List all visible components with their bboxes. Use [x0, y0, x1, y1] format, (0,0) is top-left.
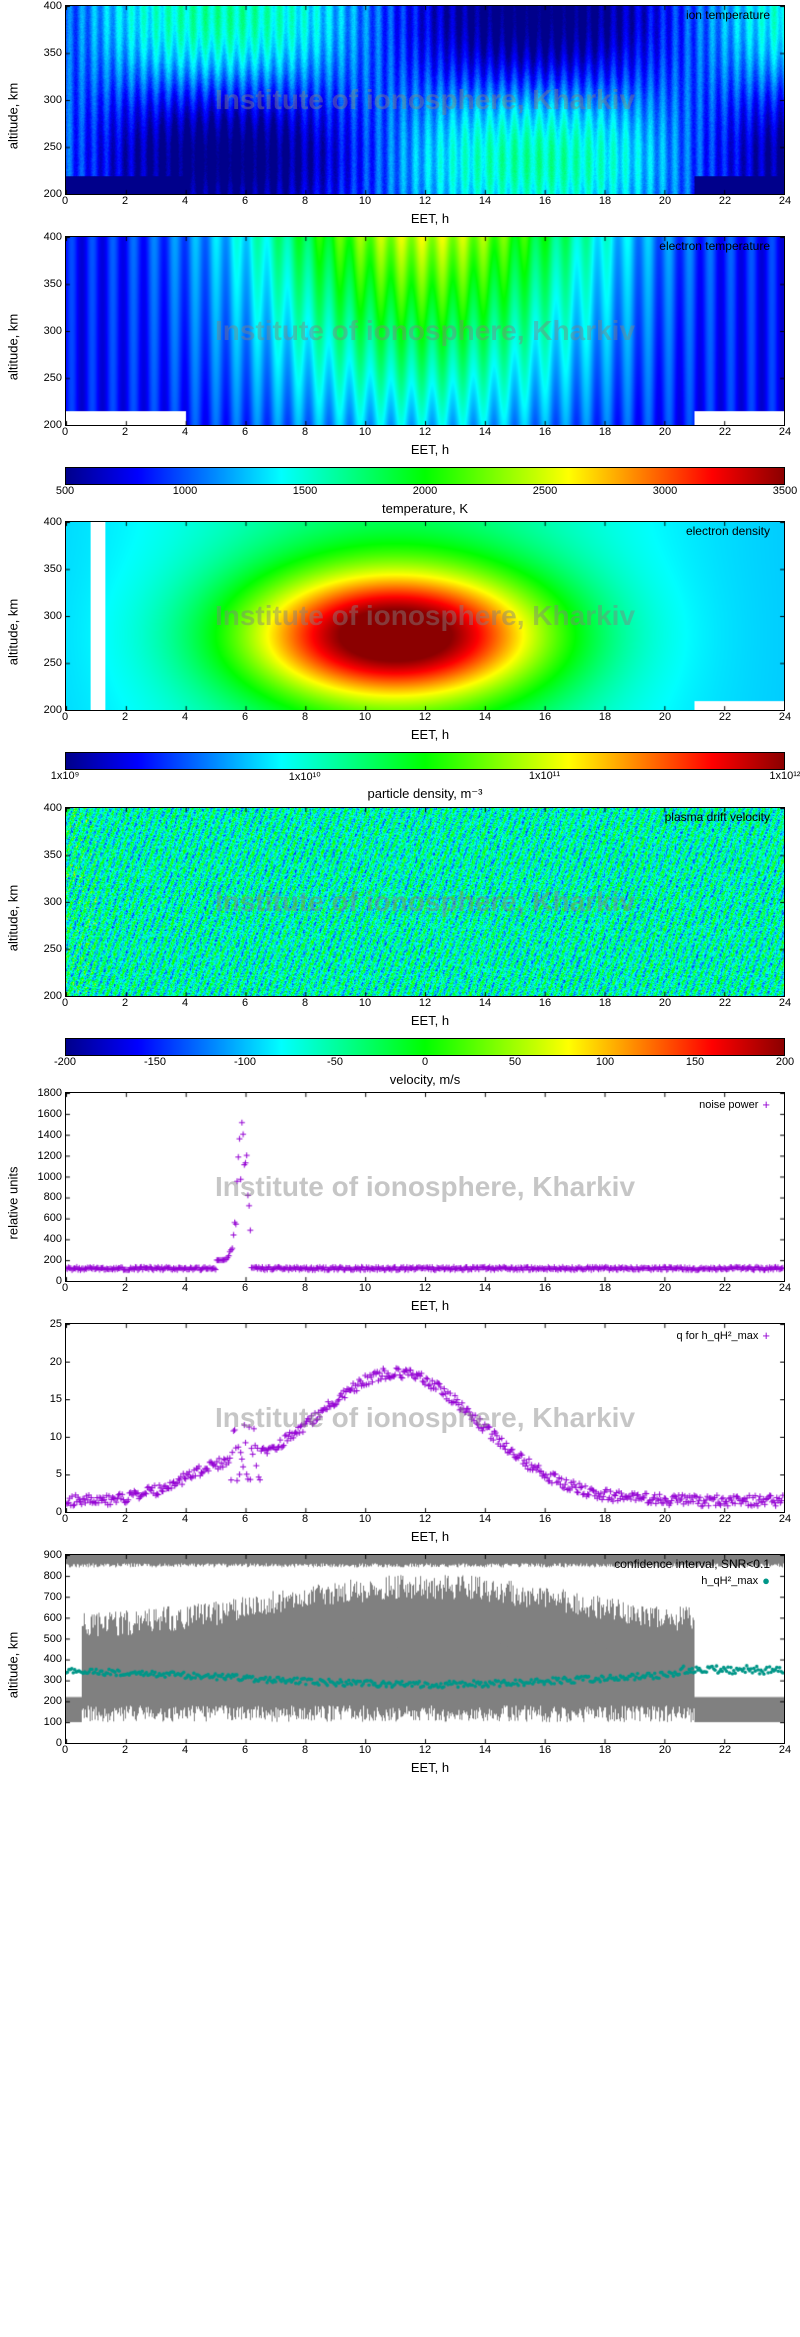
- colorbar-label: particle density, m⁻³: [65, 786, 785, 802]
- x-ticks: 024681012141618202224: [65, 195, 785, 209]
- drift-velocity-canvas: [66, 808, 784, 996]
- noise-power-plot: noise power + Institute of ionosphere, K…: [65, 1092, 785, 1282]
- dot-icon: ●: [762, 1573, 770, 1588]
- velocity-colorbar: -200-150-100-50050100150200 velocity, m/…: [65, 1038, 785, 1087]
- electron-temperature-plot: electron temperature Institute of ionosp…: [65, 236, 785, 426]
- drift-velocity-panel: altitude, km plasma drift velocity Insti…: [5, 807, 795, 1028]
- x-ticks: 024681012141618202224: [65, 997, 785, 1011]
- legend-label: noise power: [699, 1099, 758, 1111]
- electron-density-plot: electron density Institute of ionosphere…: [65, 521, 785, 711]
- x-ticks: 024681012141618202224: [65, 1282, 785, 1296]
- confidence-panel: altitude, km confidence interval, SNR<0.…: [5, 1554, 795, 1775]
- x-ticks: 024681012141618202224: [65, 1513, 785, 1527]
- x-axis-label: EET, h: [65, 1298, 795, 1313]
- x-ticks: 024681012141618202224: [65, 1744, 785, 1758]
- colorbar-ticks: -200-150-100-50050100150200: [65, 1056, 785, 1070]
- density-colorbar: 1x10⁹1x10¹⁰1x10¹¹1x10¹² particle density…: [65, 752, 785, 802]
- plus-icon: +: [762, 1328, 770, 1343]
- noise-power-panel: relative units noise power + Institute o…: [5, 1092, 795, 1313]
- legend: h_qH²_max ●: [701, 1573, 770, 1588]
- panel-title: ion temperature: [686, 8, 770, 22]
- y-ticks: 0510152025: [44, 1324, 64, 1512]
- electron-temperature-panel: altitude, km electron temperature Instit…: [5, 236, 795, 457]
- noise-power-canvas: [66, 1093, 784, 1281]
- legend-label: q for h_qH²_max: [676, 1330, 758, 1342]
- q-parameter-panel: q for h_qH²_max + Institute of ionospher…: [5, 1323, 795, 1544]
- panel-title: confidence interval, SNR<0.1: [614, 1557, 770, 1571]
- y-axis-label: altitude, km: [6, 1631, 21, 1697]
- y-axis-label: altitude, km: [6, 82, 21, 148]
- colorbar-gradient: [65, 467, 785, 485]
- y-ticks: 020040060080010001200140016001800: [44, 1093, 64, 1281]
- x-ticks: 024681012141618202224: [65, 426, 785, 440]
- figure-container: altitude, km ion temperature Institute o…: [0, 0, 800, 1790]
- legend: q for h_qH²_max +: [676, 1328, 770, 1343]
- panel-title: electron density: [686, 524, 770, 538]
- y-ticks: 0100200300400500600700800900: [44, 1555, 64, 1743]
- plus-icon: +: [762, 1097, 770, 1112]
- y-axis-label: altitude, km: [6, 884, 21, 950]
- x-axis-label: EET, h: [65, 1013, 795, 1028]
- legend-label: h_qH²_max: [701, 1575, 758, 1587]
- legend: noise power +: [699, 1097, 770, 1112]
- colorbar-gradient: [65, 752, 785, 770]
- temperature-colorbar: 500100015002000250030003500 temperature,…: [65, 467, 785, 516]
- y-ticks: 200250300350400: [44, 237, 64, 425]
- y-axis-label: altitude, km: [6, 313, 21, 379]
- x-ticks: 024681012141618202224: [65, 711, 785, 725]
- colorbar-gradient: [65, 1038, 785, 1056]
- confidence-canvas: [66, 1555, 784, 1743]
- colorbar-ticks: 1x10⁹1x10¹⁰1x10¹¹1x10¹²: [65, 770, 785, 784]
- ion-temperature-plot: ion temperature Institute of ionosphere,…: [65, 5, 785, 195]
- y-ticks: 200250300350400: [44, 808, 64, 996]
- q-parameter-canvas: [66, 1324, 784, 1512]
- electron-density-panel: altitude, km electron density Institute …: [5, 521, 795, 742]
- ion-temperature-canvas: [66, 6, 784, 194]
- colorbar-label: velocity, m/s: [65, 1072, 785, 1087]
- y-axis-label: altitude, km: [6, 598, 21, 664]
- y-axis-label: relative units: [6, 1166, 21, 1239]
- colorbar-ticks: 500100015002000250030003500: [65, 485, 785, 499]
- electron-density-canvas: [66, 522, 784, 710]
- electron-temperature-canvas: [66, 237, 784, 425]
- colorbar-label: temperature, K: [65, 501, 785, 516]
- x-axis-label: EET, h: [65, 442, 795, 457]
- y-ticks: 200250300350400: [44, 6, 64, 194]
- y-ticks: 200250300350400: [44, 522, 64, 710]
- panel-title: electron temperature: [659, 239, 770, 253]
- confidence-plot: confidence interval, SNR<0.1 h_qH²_max ●…: [65, 1554, 785, 1744]
- x-axis-label: EET, h: [65, 1760, 795, 1775]
- x-axis-label: EET, h: [65, 727, 795, 742]
- panel-title: plasma drift velocity: [665, 810, 770, 824]
- ion-temperature-panel: altitude, km ion temperature Institute o…: [5, 5, 795, 226]
- x-axis-label: EET, h: [65, 1529, 795, 1544]
- q-parameter-plot: q for h_qH²_max + Institute of ionospher…: [65, 1323, 785, 1513]
- drift-velocity-plot: plasma drift velocity Institute of ionos…: [65, 807, 785, 997]
- x-axis-label: EET, h: [65, 211, 795, 226]
